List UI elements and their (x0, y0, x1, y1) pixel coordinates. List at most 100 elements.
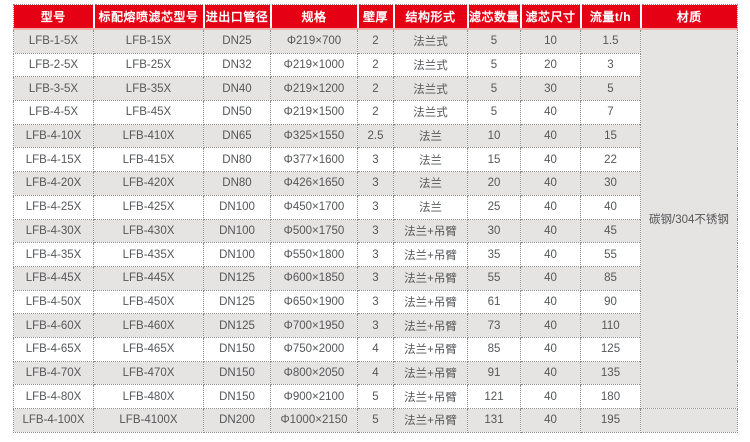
cell: DN32 (203, 52, 271, 78)
cell: 2.5 (357, 123, 394, 149)
cell: 40 (520, 123, 581, 149)
table-row: LFB-4-80X LFB-480X DN150 Φ900×2100 5 法兰+吊臂 121… (13, 384, 738, 409)
cell: DN125 (203, 265, 271, 291)
cell: LFB-1-5X (13, 28, 94, 54)
cell: 10 (520, 28, 581, 54)
cell: Φ426×1650 (270, 171, 358, 196)
header-row: 型号 标配熔喷滤芯型号 进出口管径 规格 壁厚 结构形式 滤芯数量 滤芯尺寸 流量t/h 材质 (13, 4, 738, 30)
cell: 3 (580, 52, 641, 78)
column-header-7: 滤芯数量 (467, 4, 522, 30)
column-header-6: 结构形式 (393, 4, 469, 30)
cell: 3 (357, 289, 394, 315)
column-header-5: 壁厚 (357, 4, 395, 30)
table-row: LFB-4-10X LFB-410X DN65 Φ325×1550 2.5 法兰 10 40 1… (13, 123, 738, 149)
cell: 3 (357, 218, 394, 244)
cell: LFB-430X (93, 218, 204, 244)
cell: DN150 (203, 384, 271, 409)
cell: LFB-4-70X (13, 360, 94, 386)
cell: LFB-3-5X (13, 76, 94, 102)
cell: 法兰+吊臂 (393, 336, 468, 362)
cell: LFB-415X (93, 147, 204, 173)
cell: 法兰+吊臂 (393, 289, 468, 315)
table-row: LFB-4-60X LFB-460X DN125 Φ700×1950 3 法兰+吊臂 73 4… (13, 313, 738, 338)
cell: 73 (467, 313, 521, 338)
cell: 22 (580, 147, 641, 173)
cell: LFB-45X (93, 100, 204, 125)
table-row: LFB-3-5X LFB-35X DN40 Φ219×1200 2 法兰式 5 30 5 (13, 76, 738, 102)
cell: 40 (520, 100, 581, 125)
material-merged-cell: 碳钢/304不锈钢 (640, 28, 738, 409)
cell: 法兰式 (393, 28, 468, 54)
cell: DN100 (203, 194, 271, 220)
cell: 法兰+吊臂 (393, 408, 468, 433)
cell: 4 (357, 336, 394, 362)
cell: LFB-4-65X (13, 336, 94, 362)
cell: LFB-4-10X (13, 123, 94, 149)
cell: DN80 (203, 171, 271, 196)
cell: 20 (467, 171, 521, 196)
cell: 40 (520, 360, 581, 386)
cell: Φ900×2100 (270, 384, 358, 409)
cell: DN80 (203, 147, 271, 173)
cell: 131 (467, 408, 521, 433)
cell: DN50 (203, 100, 271, 125)
cell: Φ550×1800 (270, 242, 358, 267)
cell: LFB-435X (93, 242, 204, 267)
product-spec-table-container: 型号 标配熔喷滤芯型号 进出口管径 规格 壁厚 结构形式 滤芯数量 滤芯尺寸 流量t/h 材质 L… (13, 4, 738, 433)
cell: Φ219×700 (270, 28, 358, 54)
product-spec-table: 型号 标配熔喷滤芯型号 进出口管径 规格 壁厚 结构形式 滤芯数量 滤芯尺寸 流量t/h 材质 L… (13, 4, 738, 433)
cell: 法兰 (393, 194, 468, 220)
cell: DN100 (203, 242, 271, 267)
cell: 35 (467, 242, 521, 267)
cell: Φ800×2050 (270, 360, 358, 386)
cell: 7 (580, 100, 641, 125)
cell: 5 (580, 76, 641, 102)
cell: LFB-4-25X (13, 194, 94, 220)
cell: 5 (467, 28, 521, 54)
cell: Φ325×1550 (270, 123, 358, 149)
cell: DN25 (203, 28, 271, 54)
cell: 90 (580, 289, 641, 315)
column-header-1: 型号 (13, 4, 95, 30)
table-row: LFB-4-20X LFB-420X DN80 Φ426×1650 3 法兰 20 40 30 (13, 171, 738, 196)
cell: LFB-4-45X (13, 265, 94, 291)
table-row: LFB-4-50X LFB-450X DN125 Φ650×1900 3 法兰+吊臂 61 4… (13, 289, 738, 315)
cell: Φ500×1750 (270, 218, 358, 244)
cell: 5 (467, 100, 521, 125)
cell: LFB-410X (93, 123, 204, 149)
cell: 法兰+吊臂 (393, 384, 468, 409)
cell: 121 (467, 384, 521, 409)
cell: LFB-35X (93, 76, 204, 102)
cell: 85 (580, 265, 641, 291)
column-header-2: 标配熔喷滤芯型号 (93, 4, 205, 30)
cell: LFB-4-20X (13, 171, 94, 196)
cell: 40 (520, 171, 581, 196)
table-header: 型号 标配熔喷滤芯型号 进出口管径 规格 壁厚 结构形式 滤芯数量 滤芯尺寸 流量t/h 材质 (13, 4, 738, 30)
cell: DN65 (203, 123, 271, 149)
cell: 5 (357, 408, 394, 433)
cell: 2 (357, 100, 394, 125)
cell: 法兰式 (393, 76, 468, 102)
cell: 法兰+吊臂 (393, 218, 468, 244)
cell: 125 (580, 336, 641, 362)
cell: LFB-25X (93, 52, 204, 78)
table-row: LFB-4-15X LFB-415X DN80 Φ377×1600 3 法兰 15 40 22 (13, 147, 738, 173)
cell: 15 (467, 147, 521, 173)
table-row: LFB-4-35X LFB-435X DN100 Φ550×1800 3 法兰+吊臂 35 4… (13, 242, 738, 267)
cell: LFB-4-5X (13, 100, 94, 125)
cell: Φ600×1850 (270, 265, 358, 291)
table-row: LFB-4-65X LFB-465X DN150 Φ750×2000 4 法兰+吊臂 85 4… (13, 336, 738, 362)
cell: Φ377×1600 (270, 147, 358, 173)
cell: Φ450×1700 (270, 194, 358, 220)
cell: 法兰 (393, 171, 468, 196)
table-row: LFB-1-5X LFB-15X DN25 Φ219×700 2 法兰式 5 10 1.5 碳钢/… (13, 28, 738, 409)
cell: DN200 (203, 408, 271, 433)
cell: 55 (467, 265, 521, 291)
table-row: LFB-4-30X LFB-430X DN100 Φ500×1750 3 法兰+吊臂 30 4… (13, 218, 738, 244)
cell: Φ700×1950 (270, 313, 358, 338)
table-row: LFB-4-45X LFB-445X DN125 Φ600×1850 3 法兰+吊臂 55 4… (13, 265, 738, 291)
cell: 180 (580, 384, 641, 409)
cell: Φ219×1500 (270, 100, 358, 125)
cell: 5 (467, 76, 521, 102)
cell: 15 (580, 123, 641, 149)
